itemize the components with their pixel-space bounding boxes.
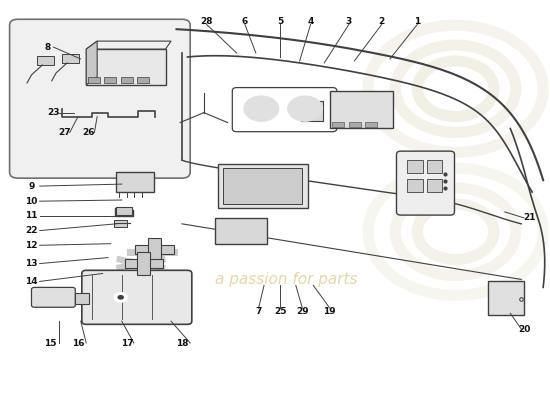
Text: 20: 20 — [518, 324, 530, 334]
Text: 14: 14 — [25, 277, 38, 286]
Text: 25: 25 — [274, 307, 287, 316]
Text: 6: 6 — [242, 17, 248, 26]
Text: 18: 18 — [175, 338, 188, 348]
Circle shape — [117, 295, 124, 300]
Text: 13: 13 — [25, 259, 38, 268]
Text: 7: 7 — [255, 307, 262, 316]
Bar — [135, 245, 174, 254]
Text: 17: 17 — [121, 338, 134, 348]
Bar — [113, 220, 127, 227]
Polygon shape — [86, 41, 97, 85]
FancyBboxPatch shape — [397, 151, 454, 215]
Text: 12: 12 — [25, 241, 38, 250]
FancyBboxPatch shape — [9, 19, 190, 178]
Bar — [37, 56, 54, 65]
Bar — [124, 259, 163, 268]
Text: 29: 29 — [296, 307, 309, 316]
Text: 21: 21 — [523, 213, 536, 222]
Bar — [104, 77, 116, 83]
Text: 19: 19 — [323, 307, 336, 316]
Circle shape — [279, 90, 331, 128]
Bar — [120, 77, 133, 83]
Circle shape — [288, 96, 323, 121]
Text: 8: 8 — [45, 42, 51, 52]
Circle shape — [244, 96, 279, 121]
Bar — [137, 77, 149, 83]
Text: 2: 2 — [378, 17, 385, 26]
Bar — [329, 91, 393, 128]
Bar — [332, 122, 344, 126]
FancyBboxPatch shape — [82, 270, 192, 324]
Polygon shape — [86, 41, 171, 49]
Text: 23: 23 — [47, 108, 59, 117]
Bar — [427, 179, 442, 192]
Bar — [223, 168, 303, 204]
Bar — [365, 122, 377, 126]
Text: 27: 27 — [58, 128, 70, 137]
Bar — [427, 160, 442, 173]
Text: 9: 9 — [28, 182, 35, 190]
Text: 22: 22 — [25, 226, 38, 235]
Text: a passion for parts: a passion for parts — [214, 272, 357, 287]
Bar — [488, 282, 524, 315]
Text: 26: 26 — [82, 128, 95, 137]
Bar — [62, 54, 79, 63]
Circle shape — [114, 292, 127, 302]
Bar — [349, 122, 361, 126]
Text: 5: 5 — [277, 17, 284, 26]
Bar — [408, 179, 423, 192]
Text: 11: 11 — [25, 211, 38, 220]
Text: 16: 16 — [72, 338, 84, 348]
Bar — [301, 101, 323, 120]
Bar — [116, 207, 132, 215]
Bar — [86, 49, 166, 85]
Text: 10: 10 — [25, 197, 37, 206]
Circle shape — [235, 90, 288, 128]
Text: 1: 1 — [414, 17, 420, 26]
Text: 4: 4 — [307, 17, 314, 26]
Bar — [75, 292, 89, 304]
Bar — [215, 218, 267, 244]
Text: 3: 3 — [346, 17, 352, 26]
Bar — [116, 172, 153, 192]
Bar — [218, 164, 308, 208]
Text: 28: 28 — [200, 17, 213, 26]
FancyBboxPatch shape — [31, 287, 75, 307]
Text: 15: 15 — [45, 338, 57, 348]
Bar — [88, 77, 100, 83]
Bar — [148, 238, 161, 262]
Bar — [408, 160, 423, 173]
Bar — [137, 252, 150, 276]
